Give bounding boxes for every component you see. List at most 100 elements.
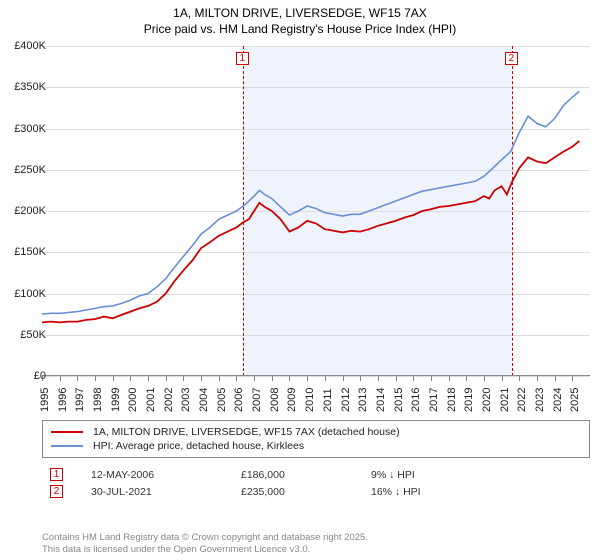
x-tick-label: 2022: [516, 388, 528, 412]
x-tick-label: 2015: [393, 388, 405, 412]
x-tick-label: 2007: [251, 388, 263, 412]
x-tick-label: 2009: [286, 388, 298, 412]
x-tick-label: 2013: [357, 388, 369, 412]
x-tick-label: 2010: [304, 388, 316, 412]
x-tick-label: 2003: [180, 388, 192, 412]
sale-delta: 16% ↓ HPI: [371, 486, 421, 498]
x-tick-label: 2018: [446, 388, 458, 412]
x-tick-mark: [325, 376, 326, 381]
title-line-2: Price paid vs. HM Land Registry's House …: [0, 22, 600, 38]
y-tick-label: £400K: [14, 40, 46, 52]
x-tick-label: 2000: [127, 388, 139, 412]
x-tick-mark: [519, 376, 520, 381]
legend-label: 1A, MILTON DRIVE, LIVERSEDGE, WF15 7AX (…: [93, 426, 400, 438]
x-tick-mark: [360, 376, 361, 381]
x-tick-label: 2020: [481, 388, 493, 412]
legend-swatch: [51, 445, 83, 447]
x-tick-label: 2008: [269, 388, 281, 412]
legend-and-sales: 1A, MILTON DRIVE, LIVERSEDGE, WF15 7AX (…: [42, 420, 590, 500]
x-tick-mark: [166, 376, 167, 381]
x-tick-label: 1999: [110, 388, 122, 412]
line-series-svg: [42, 46, 590, 376]
legend-row: HPI: Average price, detached house, Kirk…: [51, 439, 581, 453]
x-tick-label: 2021: [499, 388, 511, 412]
x-tick-label: 1997: [74, 388, 86, 412]
x-tick-label: 2002: [163, 388, 175, 412]
legend-row: 1A, MILTON DRIVE, LIVERSEDGE, WF15 7AX (…: [51, 425, 581, 439]
x-tick-label: 1995: [39, 388, 51, 412]
x-tick-mark: [449, 376, 450, 381]
x-tick-label: 2014: [375, 388, 387, 412]
x-tick-label: 2012: [340, 388, 352, 412]
x-tick-label: 2023: [534, 388, 546, 412]
x-tick-mark: [272, 376, 273, 381]
y-tick-label: £50K: [20, 329, 46, 341]
x-tick-label: 2004: [198, 388, 210, 412]
x-tick-mark: [201, 376, 202, 381]
x-tick-mark: [236, 376, 237, 381]
x-tick-mark: [572, 376, 573, 381]
y-tick-label: £200K: [14, 205, 46, 217]
series-hpi: [42, 91, 579, 314]
y-tick-label: £0: [34, 370, 46, 382]
sale-row: 2 30-JUL-2021£235,00016% ↓ HPI: [42, 483, 590, 500]
gridline-h: [42, 376, 590, 377]
footer-line-2: This data is licensed under the Open Gov…: [42, 544, 368, 556]
x-tick-mark: [502, 376, 503, 381]
x-tick-mark: [183, 376, 184, 381]
x-tick-mark: [219, 376, 220, 381]
x-tick-mark: [413, 376, 414, 381]
legend-swatch: [51, 431, 83, 433]
sale-row: 1 12-MAY-2006£186,0009% ↓ HPI: [42, 466, 590, 483]
x-tick-mark: [130, 376, 131, 381]
x-tick-mark: [307, 376, 308, 381]
title-line-1: 1A, MILTON DRIVE, LIVERSEDGE, WF15 7AX: [0, 6, 600, 22]
y-tick-label: £300K: [14, 123, 46, 135]
y-tick-label: £350K: [14, 81, 46, 93]
legend-box: 1A, MILTON DRIVE, LIVERSEDGE, WF15 7AX (…: [42, 420, 590, 458]
x-tick-label: 2006: [233, 388, 245, 412]
x-tick-mark: [343, 376, 344, 381]
footer-attribution: Contains HM Land Registry data © Crown c…: [42, 532, 368, 556]
y-tick-label: £150K: [14, 246, 46, 258]
x-tick-label: 2016: [410, 388, 422, 412]
x-tick-label: 2024: [552, 388, 564, 412]
x-tick-mark: [254, 376, 255, 381]
x-tick-label: 2005: [216, 388, 228, 412]
x-tick-label: 2017: [428, 388, 440, 412]
sale-date: 12-MAY-2006: [91, 469, 241, 481]
x-tick-label: 2011: [322, 388, 334, 412]
x-tick-mark: [60, 376, 61, 381]
x-tick-mark: [289, 376, 290, 381]
x-tick-mark: [555, 376, 556, 381]
x-tick-mark: [537, 376, 538, 381]
x-tick-mark: [77, 376, 78, 381]
x-tick-mark: [466, 376, 467, 381]
chart-title: 1A, MILTON DRIVE, LIVERSEDGE, WF15 7AX P…: [0, 0, 600, 37]
x-tick-mark: [148, 376, 149, 381]
x-axis: [42, 375, 590, 376]
sale-delta: 9% ↓ HPI: [371, 469, 415, 481]
sale-price: £186,000: [241, 469, 371, 481]
x-tick-mark: [378, 376, 379, 381]
sale-number-box: 1: [50, 468, 63, 481]
x-tick-mark: [95, 376, 96, 381]
series-price_paid: [42, 141, 579, 323]
y-tick-label: £250K: [14, 164, 46, 176]
x-tick-label: 2025: [569, 388, 581, 412]
y-tick-label: £100K: [14, 288, 46, 300]
x-tick-label: 2001: [145, 388, 157, 412]
x-tick-mark: [113, 376, 114, 381]
x-tick-label: 1996: [57, 388, 69, 412]
legend-label: HPI: Average price, detached house, Kirk…: [93, 440, 304, 452]
x-tick-mark: [484, 376, 485, 381]
x-tick-label: 1998: [92, 388, 104, 412]
x-tick-mark: [396, 376, 397, 381]
chart-plot-area: 12 1995199619971998199920002001200220032…: [42, 46, 590, 376]
x-tick-label: 2019: [463, 388, 475, 412]
sale-number-box: 2: [50, 485, 63, 498]
footer-line-1: Contains HM Land Registry data © Crown c…: [42, 532, 368, 544]
sale-price: £235,000: [241, 486, 371, 498]
sale-date: 30-JUL-2021: [91, 486, 241, 498]
x-tick-mark: [431, 376, 432, 381]
